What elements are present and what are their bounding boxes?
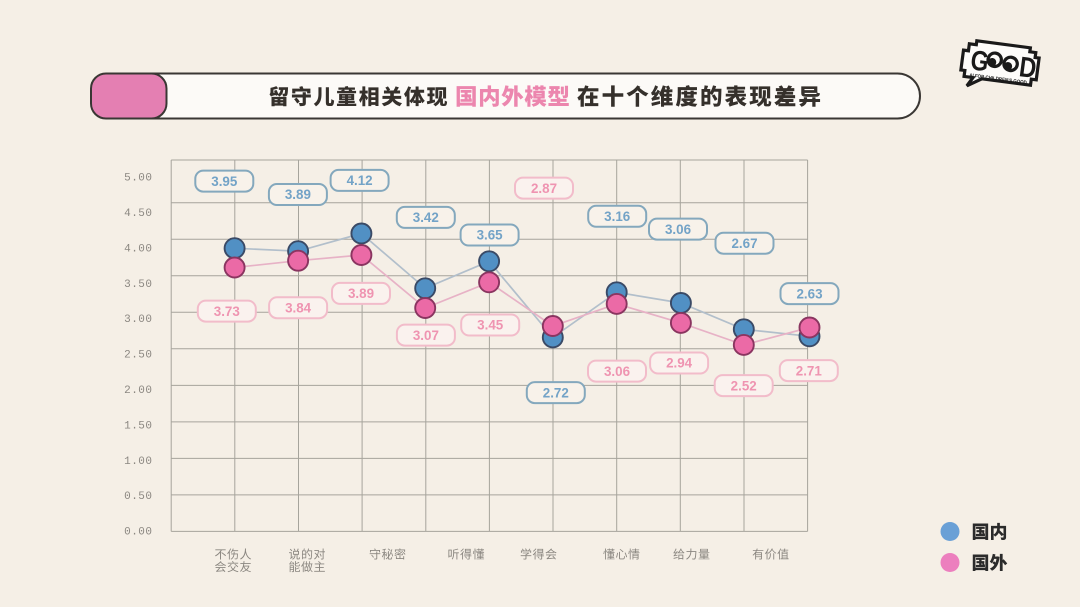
svg-text:G: G — [969, 45, 991, 78]
svg-text:4.00: 4.00 — [124, 243, 152, 255]
svg-text:0.00: 0.00 — [124, 527, 152, 539]
svg-text:3.06: 3.06 — [665, 222, 691, 237]
svg-text:D: D — [1017, 50, 1038, 85]
svg-text:3.95: 3.95 — [211, 174, 238, 189]
svg-text:2.50: 2.50 — [124, 350, 152, 362]
svg-text:3.16: 3.16 — [604, 209, 630, 224]
svg-text:5.00: 5.00 — [124, 173, 152, 185]
svg-text:2.67: 2.67 — [731, 236, 757, 251]
svg-text:2.63: 2.63 — [796, 286, 822, 301]
svg-text:3.07: 3.07 — [413, 328, 439, 343]
svg-text:3.89: 3.89 — [285, 187, 311, 202]
svg-text:1.50: 1.50 — [124, 420, 152, 432]
svg-text:0.50: 0.50 — [124, 491, 152, 503]
svg-text:3.65: 3.65 — [477, 228, 504, 243]
svg-text:1.00: 1.00 — [124, 456, 152, 468]
svg-text:2.52: 2.52 — [731, 378, 757, 393]
svg-text:3.00: 3.00 — [124, 314, 152, 326]
svg-text:4.12: 4.12 — [347, 173, 373, 188]
svg-text:2.00: 2.00 — [124, 385, 152, 397]
svg-text:3.73: 3.73 — [214, 304, 240, 319]
svg-text:2.87: 2.87 — [531, 181, 557, 196]
svg-text:3.50: 3.50 — [124, 279, 152, 291]
svg-text:2.94: 2.94 — [666, 356, 693, 371]
svg-text:3.42: 3.42 — [413, 210, 439, 225]
svg-text:3.45: 3.45 — [477, 318, 504, 333]
svg-text:3.84: 3.84 — [285, 300, 312, 315]
svg-text:2.72: 2.72 — [543, 385, 569, 400]
svg-text:4.50: 4.50 — [124, 208, 152, 220]
svg-text:3.06: 3.06 — [604, 364, 630, 379]
svg-text:3.89: 3.89 — [348, 286, 374, 301]
svg-text:2.71: 2.71 — [796, 363, 823, 378]
